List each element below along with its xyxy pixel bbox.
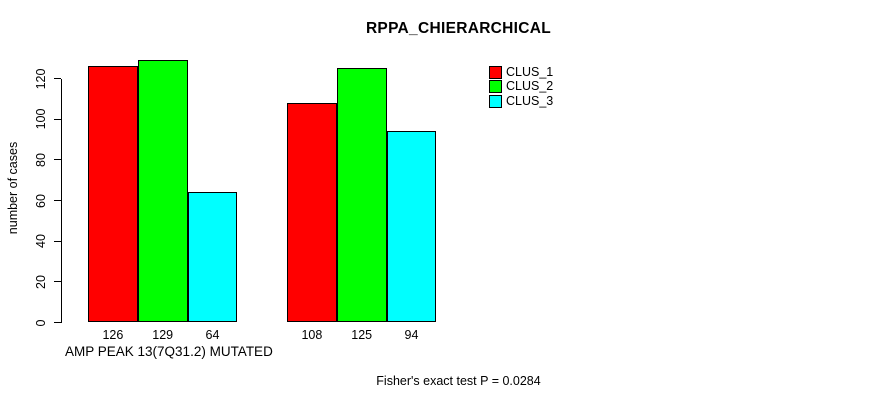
x-axis-label: AMP PEAK 13(7Q31.2) MUTATED [65, 344, 273, 359]
y-tick-60 [54, 200, 61, 201]
y-tick-label-20: 20 [34, 274, 48, 289]
legend-label-clus_3: CLUS_3 [506, 93, 554, 108]
bar-clus_2-group1 [137, 60, 188, 323]
bar-value-label-clus_1-group1: 126 [102, 328, 124, 342]
y-tick-label-120: 120 [34, 68, 48, 89]
y-tick-20 [54, 281, 61, 283]
y-axis-label: number of cases [6, 141, 20, 235]
bar-clus_3-group2 [386, 131, 437, 323]
chart-title: RPPA_CHIERARCHICAL [365, 20, 552, 37]
y-tick-40 [54, 240, 61, 242]
bar-value-label-clus_2-group1: 129 [152, 328, 174, 342]
bar-value-label-clus_3-group1: 64 [205, 328, 220, 342]
y-tick-0 [54, 322, 61, 323]
legend-swatch-clus_3 [489, 94, 502, 108]
legend-swatch-clus_2 [489, 80, 502, 93]
y-tick-label-80: 80 [34, 152, 48, 167]
bar-clus_2-group2 [336, 68, 387, 323]
y-tick-label-100: 100 [34, 108, 48, 130]
y-tick-label-0: 0 [34, 319, 48, 326]
bar-value-label-clus_2-group2: 125 [351, 328, 373, 342]
y-axis-line [61, 78, 62, 323]
y-tick-80 [54, 159, 61, 161]
y-tick-label-40: 40 [34, 234, 48, 249]
legend-label-clus_2: CLUS_2 [506, 79, 554, 93]
y-tick-label-60: 60 [34, 193, 48, 208]
y-tick-100 [54, 118, 61, 120]
bar-value-label-clus_1-group2: 108 [301, 328, 323, 342]
bar-value-label-clus_3-group2: 94 [404, 328, 419, 342]
y-tick-120 [54, 78, 61, 79]
legend-label-clus_1: CLUS_1 [506, 64, 554, 79]
fishers-test-annotation: Fisher's exact test P = 0.0284 [376, 374, 541, 388]
bar-clus_1-group2 [287, 102, 337, 323]
legend-swatch-clus_1 [489, 65, 502, 79]
bar-clus_1-group1 [88, 66, 138, 323]
bar-clus_3-group1 [187, 192, 238, 323]
